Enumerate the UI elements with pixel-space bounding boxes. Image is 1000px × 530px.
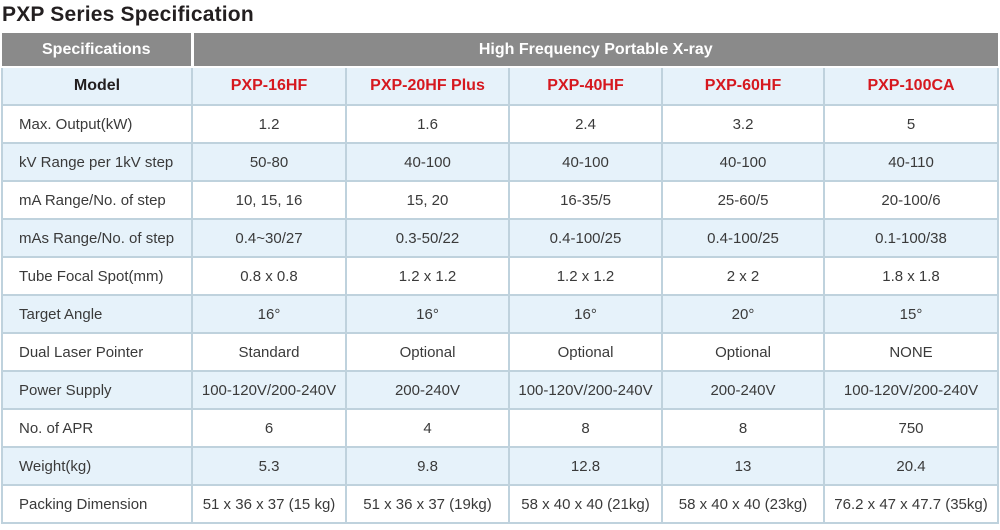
spec-label-cell: kV Range per 1kV step [1,142,193,182]
spec-value-cell: 5.3 [191,446,347,486]
spec-value-cell: 0.1-100/38 [822,218,1000,258]
spec-value-cell: 2.4 [508,104,663,144]
spec-value-cell: 1.8 x 1.8 [822,256,1000,296]
spec-label-cell: Target Angle [1,294,193,334]
spec-table: Specifications High Frequency Portable X… [1,33,1000,524]
model-row: Model PXP-16HF PXP-20HF Plus PXP-40HF PXP-60… [1,66,1000,106]
spec-row: mAs Range/No. of step 0.4~30/27 0.3-50/22 0… [1,218,1000,258]
spec-row: Dual Laser Pointer Standard Optional Option… [1,332,1000,372]
spec-value-cell: 200-240V [345,370,510,410]
spec-value-cell: 8 [508,408,663,448]
spec-value-cell: 1.6 [345,104,510,144]
spec-label-cell: mA Range/No. of step [1,180,193,220]
spec-value-cell: 20° [661,294,825,334]
spec-value-cell: 10, 15, 16 [191,180,347,220]
spec-value-cell: 100-120V/200-240V [508,370,663,410]
spec-value-cell: 750 [822,408,1000,448]
spec-value-cell: 16-35/5 [508,180,663,220]
spec-value-cell: 25-60/5 [661,180,825,220]
spec-value-cell: 58 x 40 x 40 (21kg) [508,484,663,524]
spec-value-cell: 16° [191,294,347,334]
spec-row: Tube Focal Spot(mm) 0.8 x 0.8 1.2 x 1.2 1.2… [1,256,1000,296]
spec-row: Target Angle 16° 16° 16° 20° 15° [1,294,1000,334]
model-name-cell: PXP-60HF [661,66,825,106]
spec-label-cell: mAs Range/No. of step [1,218,193,258]
spec-label-cell: No. of APR [1,408,193,448]
spec-value-cell: 1.2 [191,104,347,144]
spec-value-cell: 16° [508,294,663,334]
spec-value-cell: Standard [191,332,347,372]
spec-label-cell: Packing Dimension [1,484,193,524]
model-name-cell: PXP-100CA [822,66,1000,106]
spec-label-cell: Max. Output(kW) [1,104,193,144]
spec-value-cell: 76.2 x 47 x 47.7 (35kg) [822,484,1000,524]
spec-row: mA Range/No. of step 10, 15, 16 15, 20 16-3… [1,180,1000,220]
spec-value-cell: 0.3-50/22 [345,218,510,258]
spec-value-cell: Optional [661,332,825,372]
spec-value-cell: 15° [822,294,1000,334]
page-title: PXP Series Specification [2,3,254,26]
spec-label-cell: Dual Laser Pointer [1,332,193,372]
spec-value-cell: 16° [345,294,510,334]
spec-value-cell: 5 [822,104,1000,144]
table-header-row: Specifications High Frequency Portable X… [2,33,999,68]
model-label-cell: Model [1,66,193,106]
spec-value-cell: 2 x 2 [661,256,825,296]
spec-value-cell: 1.2 x 1.2 [508,256,663,296]
model-name-cell: PXP-40HF [508,66,663,106]
spec-label-cell: Power Supply [1,370,193,410]
series-header-cell: High Frequency Portable X-ray [192,33,999,68]
model-name-cell: PXP-20HF Plus [345,66,510,106]
spec-row: Max. Output(kW) 1.2 1.6 2.4 3.2 5 [1,104,1000,144]
model-name-cell: PXP-16HF [191,66,347,106]
spec-value-cell: 3.2 [661,104,825,144]
spec-table-body: Model PXP-16HF PXP-20HF Plus PXP-40HF PXP-60… [1,66,1000,524]
spec-value-cell: 1.2 x 1.2 [345,256,510,296]
spec-row: Packing Dimension 51 x 36 x 37 (15 kg) 51 … [1,484,1000,524]
spec-label-cell: Tube Focal Spot(mm) [1,256,193,296]
spec-value-cell: 13 [661,446,825,486]
spec-label-cell: Weight(kg) [1,446,193,486]
spec-row: kV Range per 1kV step 50-80 40-100 40-100 40… [1,142,1000,182]
spec-value-cell: 15, 20 [345,180,510,220]
spec-value-cell: 100-120V/200-240V [822,370,1000,410]
spec-value-cell: 40-100 [345,142,510,182]
spec-value-cell: 40-100 [508,142,663,182]
spec-value-cell: 6 [191,408,347,448]
spec-value-cell: 0.4-100/25 [508,218,663,258]
spec-value-cell: 20.4 [822,446,1000,486]
specifications-header-cell: Specifications [2,33,194,68]
spec-value-cell: 0.8 x 0.8 [191,256,347,296]
spec-value-cell: 4 [345,408,510,448]
spec-value-cell: 0.4~30/27 [191,218,347,258]
spec-value-cell: 51 x 36 x 37 (15 kg) [191,484,347,524]
spec-value-cell: 50-80 [191,142,347,182]
spec-value-cell: 9.8 [345,446,510,486]
spec-value-cell: 58 x 40 x 40 (23kg) [661,484,825,524]
spec-row: Weight(kg) 5.3 9.8 12.8 13 20.4 [1,446,1000,486]
spec-value-cell: 8 [661,408,825,448]
spec-row: Power Supply 100-120V/200-240V 200-240V 100… [1,370,1000,410]
spec-value-cell: 20-100/6 [822,180,1000,220]
spec-value-cell: Optional [508,332,663,372]
spec-value-cell: 51 x 36 x 37 (19kg) [345,484,510,524]
spec-row: No. of APR 6 4 8 8 750 [1,408,1000,448]
spec-value-cell: 40-100 [661,142,825,182]
spec-value-cell: 0.4-100/25 [661,218,825,258]
spec-value-cell: 40-110 [822,142,1000,182]
spec-value-cell: 100-120V/200-240V [191,370,347,410]
spec-value-cell: 200-240V [661,370,825,410]
spec-value-cell: Optional [345,332,510,372]
spec-value-cell: 12.8 [508,446,663,486]
spec-value-cell: NONE [822,332,1000,372]
